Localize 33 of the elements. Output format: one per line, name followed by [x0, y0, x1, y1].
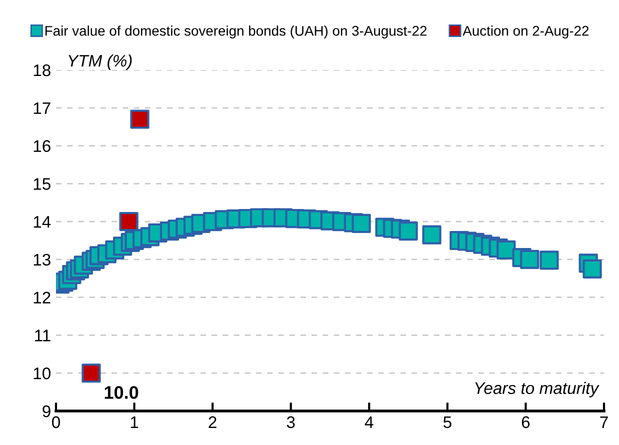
point	[82, 364, 101, 383]
y-tick-label: 12	[34, 292, 50, 304]
y-tick-label: 17	[34, 102, 50, 114]
y-axis-title: YTM (%)	[68, 54, 132, 70]
y-tick-label: 9	[42, 405, 50, 418]
point	[352, 214, 371, 233]
point	[119, 212, 138, 232]
data-label: 10.0	[104, 386, 138, 399]
point	[130, 110, 150, 129]
point	[422, 225, 442, 244]
y-tick-label: 11	[35, 330, 50, 342]
x-tick-label: 4	[364, 416, 374, 428]
x-tick-label: 0	[52, 416, 60, 428]
point	[496, 240, 516, 260]
point	[520, 250, 540, 269]
x-tick-label: 6	[522, 416, 530, 428]
x-tick-label: 7	[600, 416, 608, 428]
point	[540, 250, 559, 270]
x-tick-label: 5	[443, 416, 452, 428]
y-tick-label: 10	[34, 368, 50, 380]
x-tick-label: 1	[130, 416, 138, 428]
y-tick-label: 15	[34, 178, 50, 190]
legend-label: Auction on 2-Aug-22	[462, 26, 589, 39]
y-tick-label: 13	[34, 254, 50, 266]
point	[582, 259, 602, 278]
x-axis-title: Years to maturity	[475, 382, 600, 398]
point	[398, 221, 418, 241]
y-tick-label: 18	[34, 64, 50, 76]
x-tick-label: 2	[208, 416, 216, 428]
x-tick-label: 3	[286, 416, 295, 428]
y-tick-label: 14	[34, 216, 51, 228]
y-tick-label: 16	[34, 140, 50, 152]
legend-label: Fair value of domestic sovereign bonds (UAH) on 3-August-22	[45, 26, 427, 39]
